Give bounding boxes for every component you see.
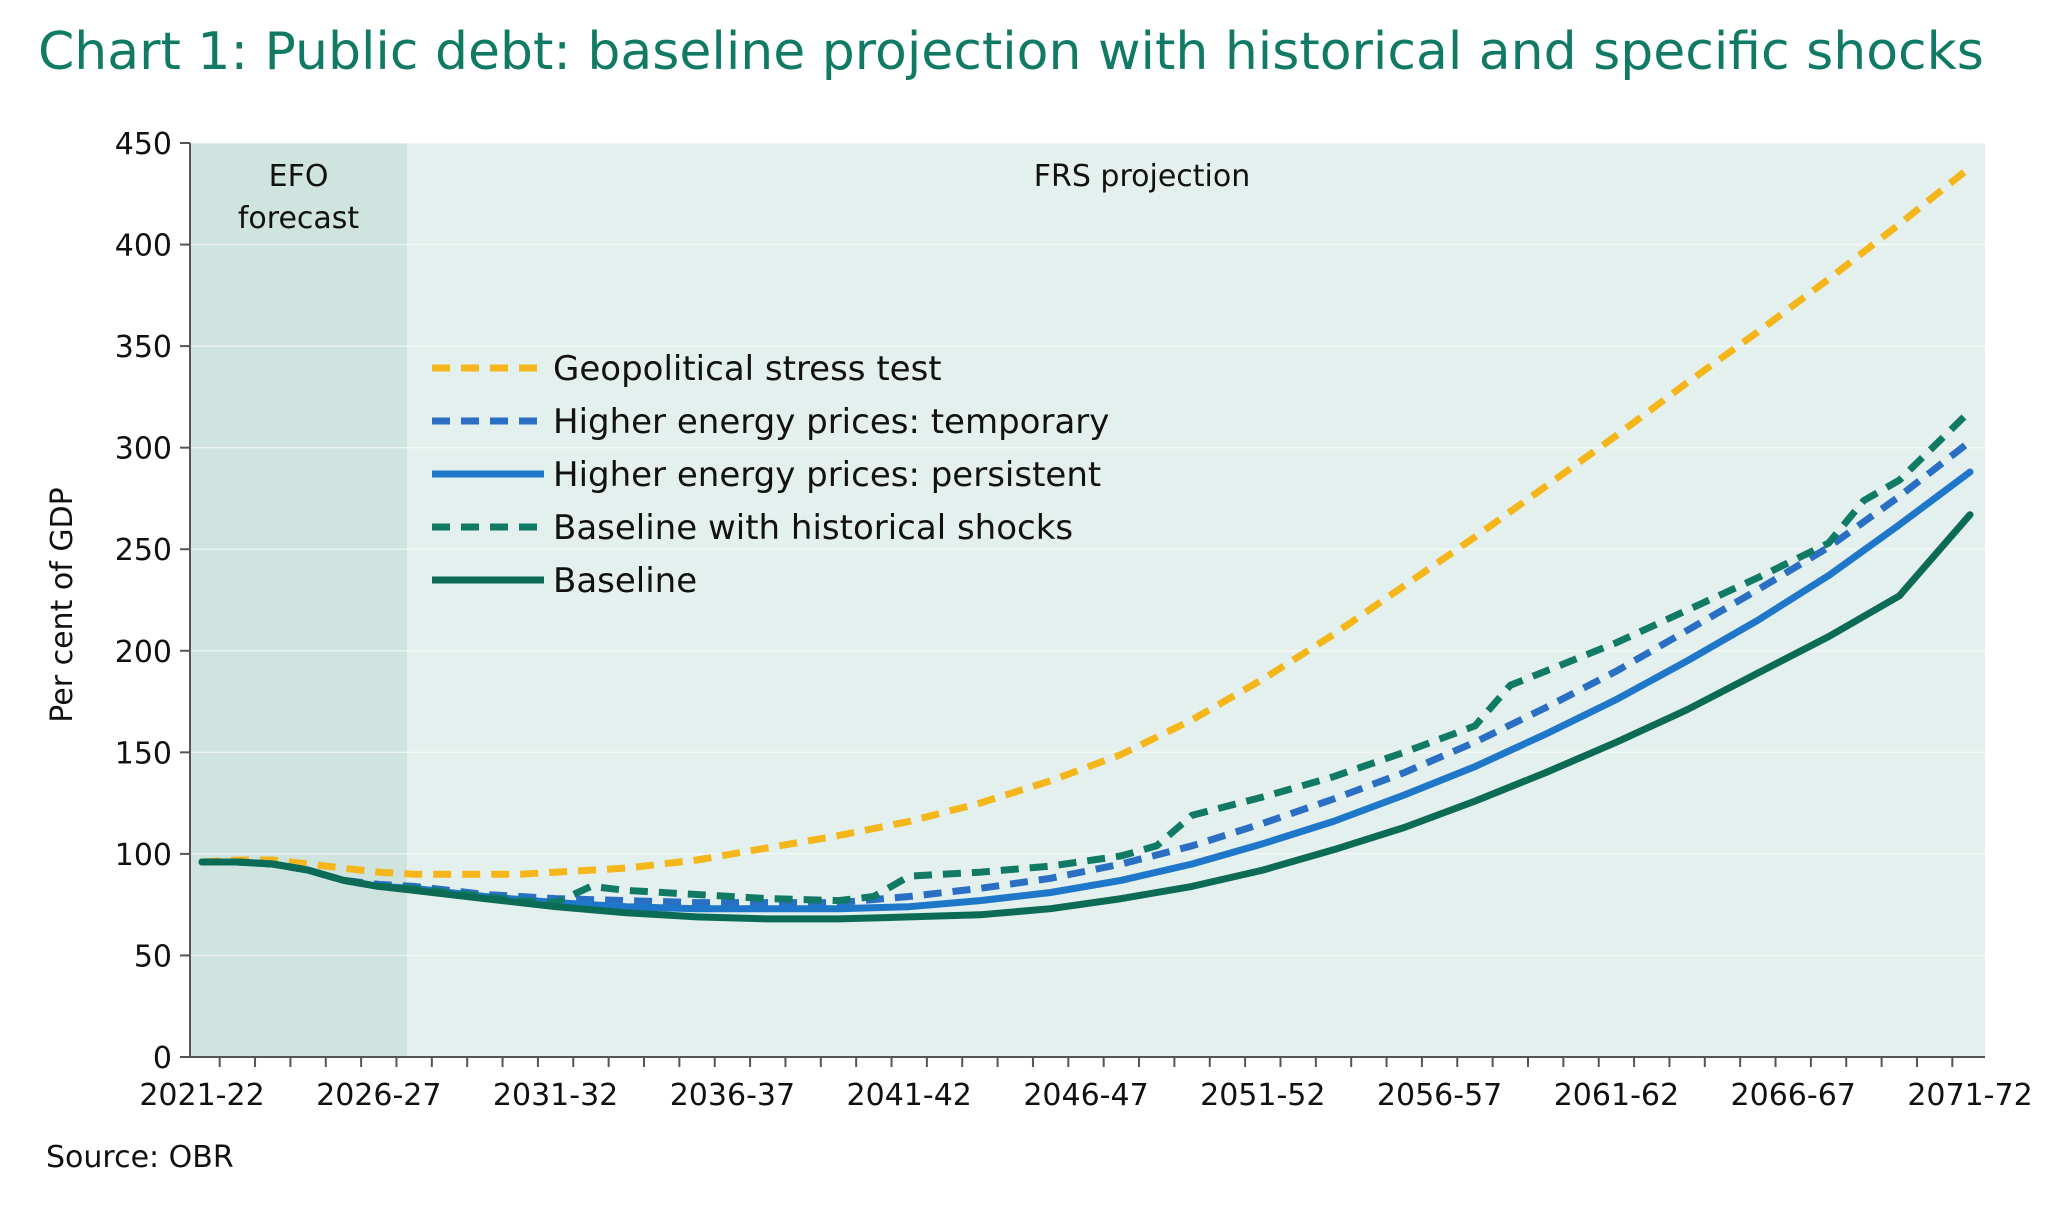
- y-tick-label: 50: [134, 939, 172, 974]
- x-tick-label: 2036-37: [670, 1078, 795, 1113]
- y-tick-label: 450: [115, 127, 172, 162]
- x-tick-label: 2031-32: [493, 1078, 618, 1113]
- x-tick-label: 2056-57: [1377, 1078, 1502, 1113]
- series-line-baseline: [198, 511, 1974, 923]
- chart-title: Chart 1: Public debt: baseline projectio…: [38, 22, 1984, 82]
- x-tick-label: 2066-67: [1731, 1078, 1856, 1113]
- y-axis-ticks: 0 50 100 150 200 250 300 350 400 450: [115, 127, 190, 1076]
- x-tick-label: 2071-72: [1907, 1078, 2032, 1113]
- legend-label: Higher energy prices: persistent: [553, 455, 1101, 495]
- y-tick-label: 200: [115, 635, 172, 670]
- axes: [189, 143, 1985, 1058]
- source-note: Source: OBR: [46, 1140, 234, 1175]
- legend-label: Baseline with historical shocks: [553, 508, 1073, 548]
- y-tick-label: 150: [115, 736, 172, 771]
- legend-label: Baseline: [553, 561, 697, 601]
- x-tick-label: 2061-62: [1554, 1078, 1679, 1113]
- x-tick-label: 2051-52: [1200, 1078, 1325, 1113]
- y-tick-label: 0: [153, 1041, 172, 1076]
- series-line-geopolitical-stress-test: [201, 164, 1973, 878]
- region-label: EFO: [269, 159, 329, 194]
- legend-label: Geopolitical stress test: [553, 349, 942, 389]
- region-label: forecast: [238, 201, 360, 236]
- region-labels: EFO forecast FRS projection: [238, 159, 1250, 236]
- legend-label: Higher energy prices: temporary: [553, 402, 1109, 442]
- x-tick-label: 2021-22: [139, 1078, 264, 1113]
- region-efo-forecast: [190, 143, 408, 1057]
- y-tick-label: 400: [115, 229, 172, 264]
- y-axis-label: Per cent of GDP: [45, 487, 80, 723]
- region-label: FRS projection: [1034, 159, 1251, 194]
- y-tick-label: 100: [115, 838, 172, 873]
- y-tick-label: 300: [115, 432, 172, 467]
- series-lines: [198, 164, 1974, 923]
- x-tick-label: 2026-27: [316, 1078, 441, 1113]
- x-tick-label: 2046-47: [1023, 1078, 1148, 1113]
- y-tick-label: 250: [115, 533, 172, 568]
- y-tick-label: 350: [115, 330, 172, 365]
- forecast-regions: [190, 143, 1985, 1057]
- gridlines: [190, 142, 1985, 957]
- x-tick-label: 2041-42: [847, 1078, 972, 1113]
- x-axis-ticks: 2021-22 2026-27 2031-32 2036-37 2041-42 2046-…: [139, 1057, 2033, 1113]
- legend: Geopolitical stress test Higher energy pr…: [432, 349, 1109, 601]
